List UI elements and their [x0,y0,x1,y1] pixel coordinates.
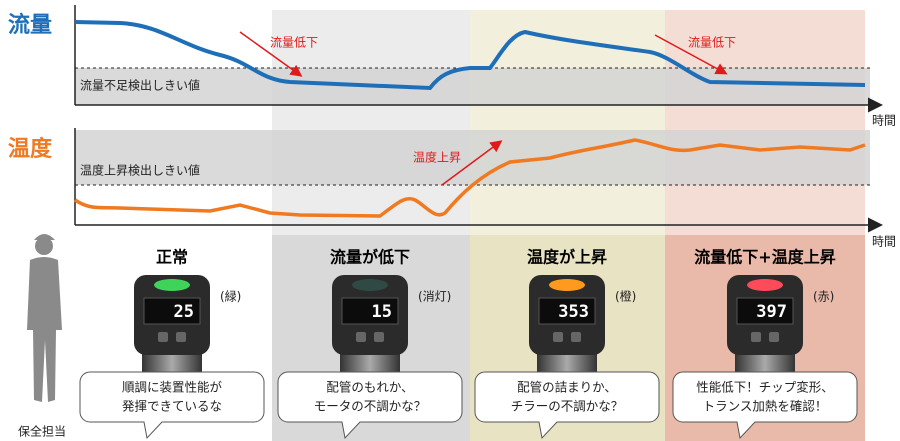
diagram: 流量 温度 流量不足検出しきい値 温度上昇検出しきい値 流量低下 流量低下 温度… [0,0,900,441]
temp-rise-label: 温度上昇 [413,150,461,165]
speech-text: 発揮できているな [122,399,222,414]
sensor-display: 15 [372,302,392,322]
time-label: 時間 [872,114,896,128]
speech-text: トランス加熱を確認！ [703,399,828,414]
time-label: 時間 [872,235,896,249]
worker-label: 保全担当 [18,424,66,439]
sensor-lamp [747,279,783,291]
speech-text: 配管のもれか、 [326,380,413,395]
flow-label: 流量 [8,12,52,38]
sensor-button [374,332,384,342]
color-label: (橙) [615,289,636,304]
sensor-button [158,332,168,342]
sensor-lamp [549,279,585,291]
flow-threshold: 流量不足検出しきい値 [80,78,200,93]
sensor-display: 25 [174,302,194,322]
sensor-button [571,332,581,342]
state-title: 正常 [156,248,188,267]
sensor-button [751,332,761,342]
color-label: (赤) [813,290,834,304]
sensor-lamp [154,279,190,291]
speech-text: モータの不調かな？ [314,399,427,414]
state-title: 流量低下+温度上昇 [694,248,835,267]
color-label: (消灯) [418,290,451,304]
color-label: (緑) [220,289,241,304]
sensor-button [356,332,366,342]
speech-text: 順調に装置性能が [122,380,223,395]
sensor-button [553,332,563,342]
speech-text: 性能低下！チップ変形、 [696,380,834,395]
sensor-button [769,332,779,342]
state-title: 流量が低下 [330,248,410,267]
flow-drop-label: 流量低下 [270,36,318,50]
sensor-display: 353 [558,302,589,322]
speech-text: 配管の詰まりか、 [517,380,617,395]
state-title: 温度が上昇 [526,248,607,267]
sensor-lamp [352,279,388,291]
sensor-button [176,332,186,342]
flow-drop-label: 流量低下 [688,36,736,50]
temp-label: 温度 [8,136,53,162]
speech-text: チラーの不調かな？ [511,399,624,414]
sensor-display: 397 [756,302,787,322]
temp-threshold: 温度上昇検出しきい値 [80,163,200,178]
